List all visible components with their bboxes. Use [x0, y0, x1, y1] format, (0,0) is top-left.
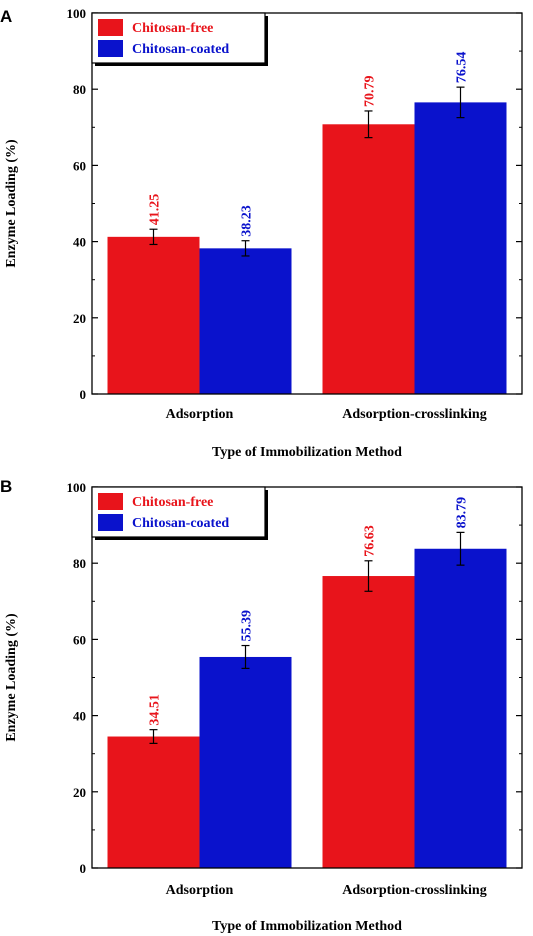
- y-tick-label: 20: [73, 785, 86, 800]
- data-label: 76.54: [455, 52, 470, 84]
- x-axis-title: Type of Immobilization Method: [212, 445, 402, 460]
- y-tick-label: 20: [73, 311, 86, 326]
- bar: [199, 656, 292, 868]
- legend-swatch: [98, 493, 123, 510]
- y-tick-label: 80: [73, 556, 86, 571]
- bar-chart-a: A 41.25 38.23 Adsorption 70.79 76.54 Adsorptio…: [0, 6, 523, 460]
- bar: [107, 736, 200, 868]
- y-tick-label: 40: [73, 235, 86, 250]
- y-axis-title: Enzyme Loading (%): [4, 613, 19, 742]
- data-label: 55.39: [240, 610, 255, 642]
- y-axis-title: Enzyme Loading (%): [4, 139, 19, 268]
- chart-panel-a: A 41.25 38.23 Adsorption 70.79 76.54 Adsorptio…: [0, 6, 523, 460]
- x-axis-title: Type of Immobilization Method: [212, 919, 402, 934]
- data-label: 83.79: [455, 497, 470, 528]
- bar: [414, 102, 507, 394]
- y-tick-label: 60: [73, 632, 86, 647]
- bar: [199, 248, 292, 394]
- y-tick-label: 100: [67, 6, 87, 21]
- legend-swatch: [98, 40, 123, 57]
- legend-label: Chitosan-coated: [132, 516, 229, 531]
- x-tick-label: Adsorption-crosslinking: [342, 407, 486, 422]
- bar: [107, 236, 200, 394]
- legend-label: Chitosan-free: [132, 495, 213, 510]
- x-tick-label: Adsorption-crosslinking: [342, 883, 486, 898]
- legend-swatch: [98, 514, 123, 531]
- legend-label: Chitosan-free: [132, 21, 213, 36]
- data-label: 76.63: [363, 525, 378, 557]
- bar: [322, 124, 415, 394]
- y-tick-label: 40: [73, 709, 86, 724]
- bar: [414, 548, 507, 868]
- chart-panel-b: B 34.51 55.39 Adsorption 76.63 83.79 Adsorptio…: [0, 470, 533, 936]
- legend-label: Chitosan-coated: [132, 42, 229, 57]
- bar-chart-b: B 34.51 55.39 Adsorption 76.63 83.79 Adsorptio…: [0, 477, 523, 934]
- data-label: 41.25: [148, 194, 163, 226]
- y-tick-label: 60: [73, 158, 86, 173]
- bar: [322, 576, 415, 868]
- y-tick-label: 100: [67, 480, 87, 495]
- y-tick-label: 0: [80, 861, 87, 876]
- panel-letter: B: [0, 477, 12, 496]
- panel-letter: A: [0, 7, 12, 26]
- data-label: 34.51: [148, 694, 163, 726]
- data-label: 70.79: [363, 75, 378, 107]
- y-tick-label: 0: [80, 387, 87, 402]
- y-tick-label: 80: [73, 82, 86, 97]
- x-tick-label: Adsorption: [166, 883, 234, 898]
- data-label: 38.23: [240, 205, 255, 237]
- x-tick-label: Adsorption: [166, 407, 234, 422]
- legend-swatch: [98, 19, 123, 36]
